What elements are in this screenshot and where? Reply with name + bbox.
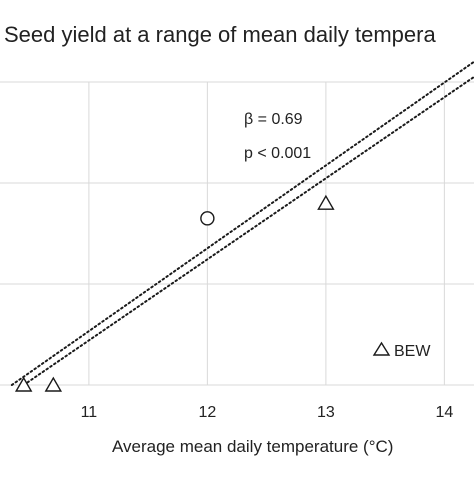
circle-point bbox=[200, 211, 215, 226]
x-axis-label: Average mean daily temperature (°C) bbox=[112, 437, 393, 456]
regression-line bbox=[10, 60, 474, 386]
regression-line bbox=[22, 75, 474, 386]
x-tick-label: 13 bbox=[317, 404, 335, 421]
triangle-point bbox=[44, 376, 63, 392]
triangle-point bbox=[317, 194, 335, 210]
annotation-beta: β = 0.69 bbox=[244, 111, 303, 128]
triangle-point bbox=[14, 376, 33, 392]
fit-lines bbox=[10, 60, 474, 386]
legend-label-bew: BEW bbox=[394, 343, 431, 360]
x-tick-label: 11 bbox=[81, 404, 98, 421]
x-tick-label: 14 bbox=[435, 404, 453, 421]
legend-triangle-icon bbox=[372, 341, 391, 356]
chart-title: Seed yield at a range of mean daily temp… bbox=[4, 22, 436, 47]
x-ticks: 11 12 13 14 bbox=[81, 404, 454, 421]
annotation-p-value: p < 0.001 bbox=[244, 145, 311, 162]
data-points bbox=[14, 194, 335, 392]
x-tick-label: 12 bbox=[198, 404, 216, 421]
legend: BEW bbox=[372, 341, 431, 360]
grid bbox=[0, 81, 474, 386]
